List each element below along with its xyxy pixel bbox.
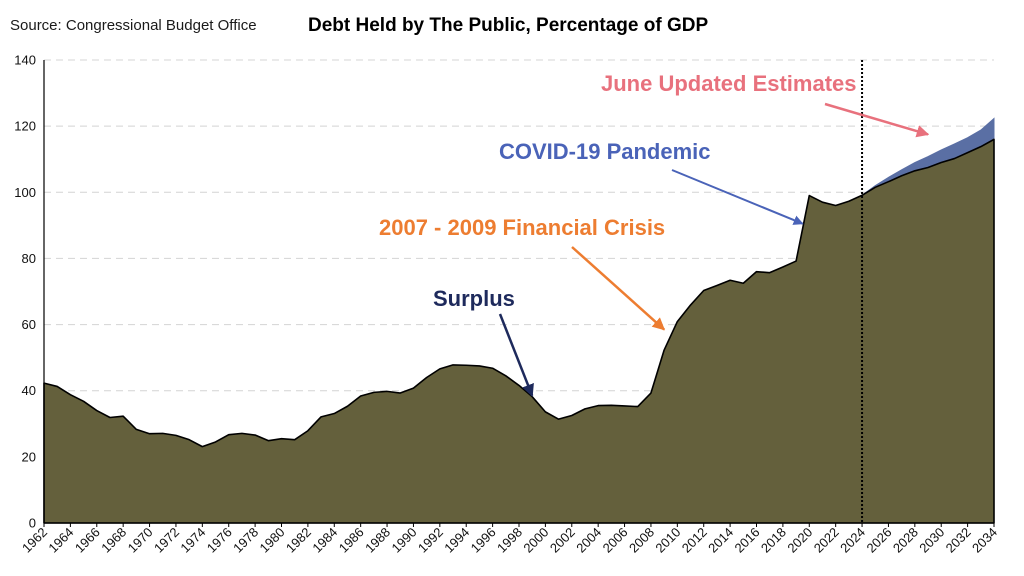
x-tick-label: 1970	[125, 525, 156, 556]
x-tick-label: 2020	[784, 525, 815, 556]
surplus-arrow	[498, 313, 534, 397]
x-tick-label: 2004	[573, 525, 604, 556]
x-tick-label: 1974	[177, 525, 208, 556]
covid-arrow	[671, 169, 804, 225]
x-tick-label: 2028	[890, 525, 921, 556]
x-tick-label: 2034	[969, 525, 1000, 556]
x-tick-label: 1980	[257, 525, 288, 556]
x-tick-label: 1984	[309, 525, 340, 556]
x-tick-label: 2000	[520, 525, 551, 556]
x-tick-label: 2010	[652, 525, 683, 556]
x-tick-label: 2012	[679, 525, 710, 556]
x-tick-label: 1962	[19, 525, 50, 556]
x-tick-label: 1982	[283, 525, 314, 556]
y-tick-label: 80	[22, 251, 36, 266]
y-tick-label: 0	[29, 516, 36, 531]
june-estimates-annotation: June Updated Estimates	[601, 71, 857, 96]
surplus-annotation: Surplus	[433, 286, 515, 311]
x-tick-label: 1968	[98, 525, 129, 556]
x-tick-label: 1972	[151, 525, 182, 556]
y-tick-label: 140	[14, 53, 36, 68]
y-tick-label: 60	[22, 317, 36, 332]
x-tick-label: 2016	[732, 525, 763, 556]
x-tick-label: 1998	[494, 525, 525, 556]
financial-crisis-arrow	[571, 246, 666, 331]
x-tick-label: 1964	[45, 525, 76, 556]
debt-area	[43, 138, 995, 524]
x-tick-label: 2006	[600, 525, 631, 556]
x-tick-label: 2014	[705, 525, 736, 556]
x-tick-label: 1994	[441, 525, 472, 556]
x-tick-label: 2018	[758, 525, 789, 556]
x-tick-label: 2030	[916, 525, 947, 556]
y-tick-label: 120	[14, 119, 36, 134]
y-tick-label: 100	[14, 185, 36, 200]
x-tick-label: 1966	[72, 525, 103, 556]
x-tick-label: 1992	[415, 525, 446, 556]
x-tick-label: 1996	[468, 525, 499, 556]
y-tick-label: 40	[22, 383, 36, 398]
x-tick-label: 2026	[864, 525, 895, 556]
x-tick-label: 2032	[943, 525, 974, 556]
x-tick-label: 2024	[837, 525, 868, 556]
x-tick-label: 2002	[547, 525, 578, 556]
x-tick-label: 1986	[336, 525, 367, 556]
x-tick-label: 1988	[362, 525, 393, 556]
chart-title: Debt Held by The Public, Percentage of G…	[308, 15, 709, 36]
covid-annotation: COVID-19 Pandemic	[499, 139, 711, 164]
x-tick-label: 1990	[389, 525, 420, 556]
source-note: Source: Congressional Budget Office	[10, 17, 257, 34]
x-tick-label: 1978	[230, 525, 261, 556]
financial-crisis-annotation: 2007 - 2009 Financial Crisis	[379, 215, 665, 240]
x-tick-label: 2008	[626, 525, 657, 556]
x-tick-label: 2022	[811, 525, 842, 556]
x-tick-label: 1976	[204, 525, 235, 556]
y-tick-label: 20	[22, 449, 36, 464]
june-estimates-arrow	[824, 102, 930, 138]
